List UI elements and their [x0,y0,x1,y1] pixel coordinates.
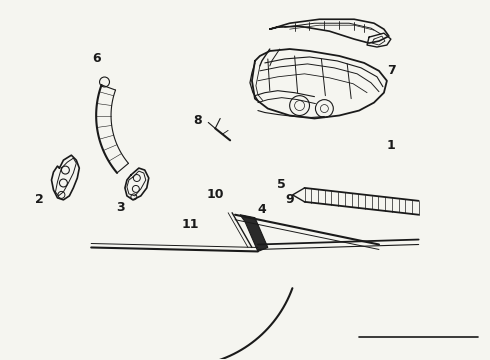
Text: 11: 11 [182,218,199,231]
Text: 9: 9 [285,193,294,206]
Text: 10: 10 [206,188,224,201]
Text: 1: 1 [387,139,395,152]
Text: 2: 2 [35,193,44,206]
Polygon shape [240,215,268,251]
Text: 7: 7 [388,64,396,77]
Text: 4: 4 [257,203,266,216]
Text: 3: 3 [117,201,125,214]
Text: 6: 6 [92,53,100,66]
Text: 5: 5 [277,179,286,192]
Text: 8: 8 [193,114,202,127]
